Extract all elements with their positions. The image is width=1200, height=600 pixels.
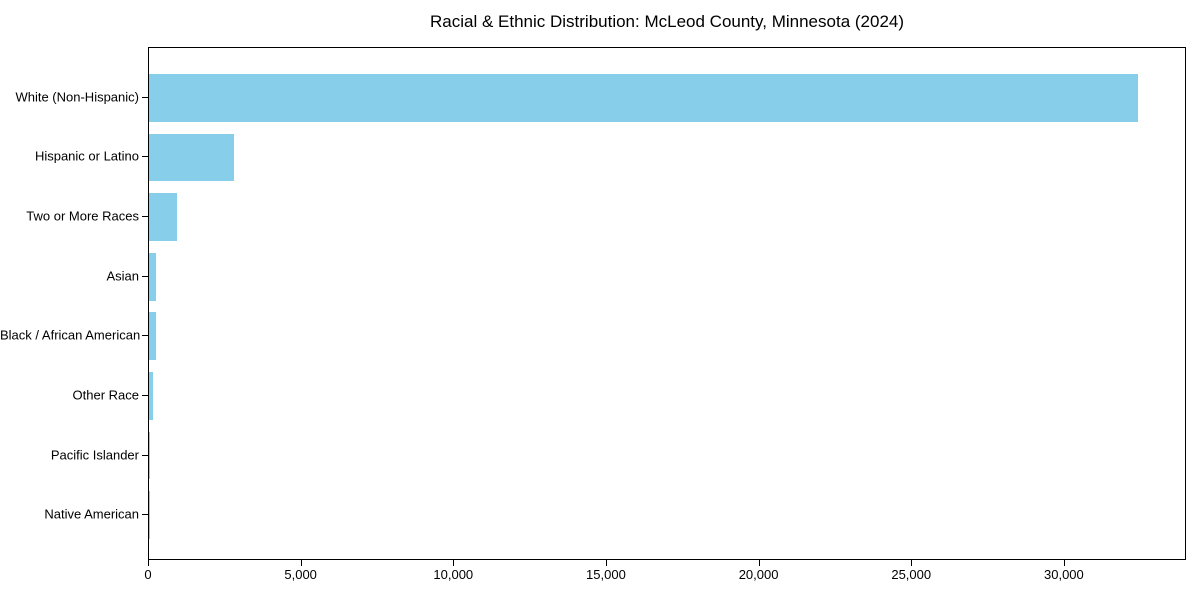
bar-other-race — [149, 372, 153, 420]
x-tick-label: 0 — [144, 567, 152, 582]
plot-area — [148, 47, 1186, 560]
y-tick-label: Native American — [44, 506, 139, 522]
x-tick-mark — [911, 560, 913, 566]
bar-two-or-more-races — [149, 193, 178, 241]
x-tick-mark — [758, 560, 760, 566]
y-tick-mark — [142, 335, 148, 337]
y-tick-label: Hispanic or Latino — [34, 148, 139, 164]
y-tick-mark — [142, 156, 148, 158]
y-tick-label: Asian — [106, 268, 139, 284]
x-tick-mark — [605, 560, 607, 566]
y-tick-mark — [142, 394, 148, 396]
x-tick-label: 10,000 — [433, 567, 474, 582]
x-tick-label: 30,000 — [1043, 567, 1084, 582]
y-tick-label: Black / African American — [0, 327, 141, 343]
chart-title: Racial & Ethnic Distribution: McLeod Cou… — [429, 12, 905, 31]
y-tick-mark — [142, 96, 148, 98]
y-tick-label: Pacific Islander — [50, 447, 139, 463]
x-tick-mark — [453, 560, 455, 566]
y-tick-mark — [142, 275, 148, 277]
x-tick-mark — [300, 560, 302, 566]
bar-hispanic-or-latino — [149, 133, 234, 182]
y-tick-mark — [142, 216, 148, 218]
bar-asian — [149, 252, 157, 301]
x-tick-mark — [148, 560, 149, 566]
y-tick-label: Other Race — [72, 387, 139, 403]
y-tick-mark — [142, 514, 148, 516]
bar-black-african-american — [149, 312, 157, 361]
x-tick-label: 15,000 — [586, 567, 626, 582]
x-tick-label: 25,000 — [891, 567, 932, 582]
y-tick-label: White (Non-Hispanic) — [15, 89, 139, 105]
y-tick-mark — [142, 454, 148, 456]
y-tick-label: Two or More Races — [26, 208, 139, 224]
bar-white-non-hispanic — [149, 73, 1139, 122]
x-tick-label: 20,000 — [738, 567, 779, 582]
x-tick-label: 5,000 — [284, 567, 317, 582]
x-tick-mark — [1063, 560, 1065, 566]
bar-pacific-islander — [149, 431, 150, 480]
